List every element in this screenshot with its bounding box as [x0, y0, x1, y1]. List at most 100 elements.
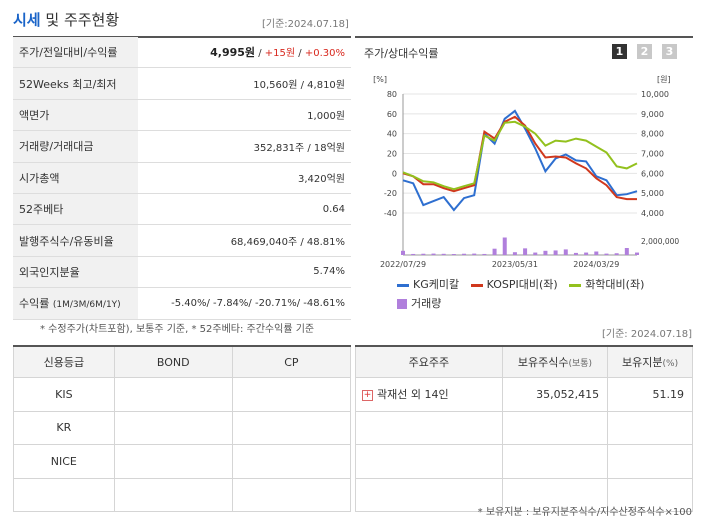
header-sub: (보통) [568, 359, 593, 369]
table-row: 발행주식수/유동비율 68,469,040주 / 48.81% [13, 224, 351, 257]
row-label: 시가총액 [13, 162, 138, 194]
y-left-tick-label: -20 [384, 189, 397, 198]
cp-rating [231, 444, 352, 479]
agency-name: KR [13, 410, 115, 445]
agency-name: KIS [13, 377, 115, 412]
column-header: 보유지분(%) [607, 345, 693, 378]
row-value: 1,000원 [138, 99, 351, 132]
empty-cell [607, 444, 693, 479]
shareholders-table: 주요주주 보유주식수(보통) 보유지분(%) + 곽재선 외 14인 35,052… [355, 345, 693, 512]
cp-rating [231, 410, 352, 445]
table-row: 시가총액 3,420억원 [13, 162, 351, 194]
volume-bar [563, 249, 568, 255]
table-row [13, 477, 352, 512]
period-button-1[interactable]: 1 [612, 44, 627, 59]
bond-rating [113, 477, 233, 512]
y-left-tick-label: 80 [387, 90, 397, 99]
period-button-2[interactable]: 2 [637, 44, 652, 59]
row-label: 액면가 [13, 99, 138, 132]
row-label: 52주베타 [13, 193, 138, 226]
empty-cell [501, 477, 609, 512]
header-text: 보유지분 [622, 356, 663, 369]
title-rest: 및 주주현황 [40, 11, 120, 29]
price-return-chart: [%] [원] 80 10,000 60 9,000 40 8,000 20 7,000 0 6,00… [373, 75, 679, 269]
series-line [402, 115, 637, 201]
volume-bar [401, 250, 405, 255]
legend-item: KG케미칼 [397, 276, 459, 292]
y-left-tick-label: 40 [387, 130, 397, 139]
y-right-tick-label: 6,000 [641, 169, 664, 178]
table-row: KR [13, 410, 352, 445]
table-row: KIS [13, 377, 352, 412]
return-label: 수익률 [19, 297, 50, 311]
bond-rating [113, 410, 233, 445]
column-header: 보유주식수(보통) [501, 345, 609, 378]
volume-bar [512, 252, 517, 255]
volume-bar [573, 252, 578, 255]
change-pct: +0.30% [304, 48, 345, 60]
empty-cell [501, 410, 609, 445]
table-row [355, 410, 693, 445]
cp-rating [231, 377, 352, 412]
row-value: 352,831주 / 18억원 [138, 130, 351, 163]
row-label: 외국인지분율 [13, 256, 138, 289]
table-header-row: 주요주주 보유주식수(보통) 보유지분(%) [355, 345, 693, 378]
row-label: 52Weeks 최고/최저 [13, 67, 138, 100]
y-left-tick-label: 20 [387, 150, 397, 159]
period-button-3[interactable]: 3 [662, 44, 677, 59]
row-value: 3,420억원 [138, 162, 351, 194]
table-row [355, 477, 693, 512]
y-right-tick-label: 7,000 [641, 150, 664, 159]
y-right-tick-label: 10,000 [641, 90, 669, 99]
separator: / [295, 48, 305, 60]
volume-bar [543, 250, 548, 255]
volume-bar [553, 250, 558, 255]
empty-cell [501, 444, 609, 479]
volume-bar [421, 253, 426, 255]
title-highlight: 시세 [13, 11, 41, 29]
y-right-tick-label: 5,000 [641, 189, 664, 198]
credit-rating-table: 신용등급 BOND CP KIS KR NICE [13, 345, 352, 512]
legend-label: 화학대비(좌) [585, 278, 645, 291]
legend-item: 화학대비(좌) [569, 276, 644, 292]
legend-swatch [397, 283, 409, 287]
empty-cell [355, 444, 503, 479]
holder-name-cell: + 곽재선 외 14인 [355, 377, 503, 412]
return-period-label: (1M/3M/6M/1Y) [52, 300, 121, 311]
footnote: * 수정주가(차트포함), 보통주 기준, * 52주베타: 주간수익률 기준 [40, 324, 315, 335]
empty-cell [355, 477, 503, 512]
legend-swatch [569, 283, 582, 287]
table-row: 수익률 (1M/3M/6M/1Y) -5.40%/ -7.84%/ -20.71%… [13, 287, 351, 320]
right-axis-unit: [원] [657, 75, 671, 84]
row-label: 거래량/거래대금 [13, 130, 138, 163]
volume-bar [411, 253, 416, 255]
expand-icon[interactable]: + [362, 389, 373, 401]
row-label: 발행주식수/유동비율 [13, 224, 138, 257]
footnote: * 보유지분 : 보유지분주식수/지수산정주식수×100 [477, 507, 692, 518]
row-label: 주가/전일대비/수익률 [13, 37, 138, 69]
volume-bar [462, 253, 467, 255]
base-date: [기준:2024.07.18] [262, 19, 349, 30]
table-row: 52Weeks 최고/최저 10,560원 / 4,810원 [13, 67, 351, 100]
return-value: -5.40%/ -7.84%/ -20.71%/ -48.61% [138, 287, 351, 320]
divider [355, 36, 693, 38]
series-line [402, 120, 638, 191]
volume-bar [604, 253, 609, 255]
row-value: 0.64 [138, 193, 351, 226]
y-right-tick-label: 8,000 [641, 130, 664, 139]
agency-name: NICE [13, 444, 115, 479]
chart-title: 주가/상대수익률 [364, 47, 439, 60]
x-tick-label: 2022/07/29 [380, 260, 426, 269]
y-left-tick-label: 60 [387, 110, 397, 119]
holder-shares: 35,052,415 [501, 377, 609, 412]
column-header: 신용등급 [13, 345, 115, 378]
empty-cell [355, 410, 503, 445]
column-header: 주요주주 [355, 345, 503, 378]
volume-axis-label: 2,000,000 [641, 237, 679, 246]
row-value: 68,469,040주 / 48.81% [138, 224, 351, 257]
table-row: NICE [13, 444, 352, 479]
bond-rating [113, 444, 233, 479]
volume-bar [584, 252, 589, 255]
y-left-tick-label: -40 [384, 209, 397, 218]
cp-rating [231, 477, 352, 512]
